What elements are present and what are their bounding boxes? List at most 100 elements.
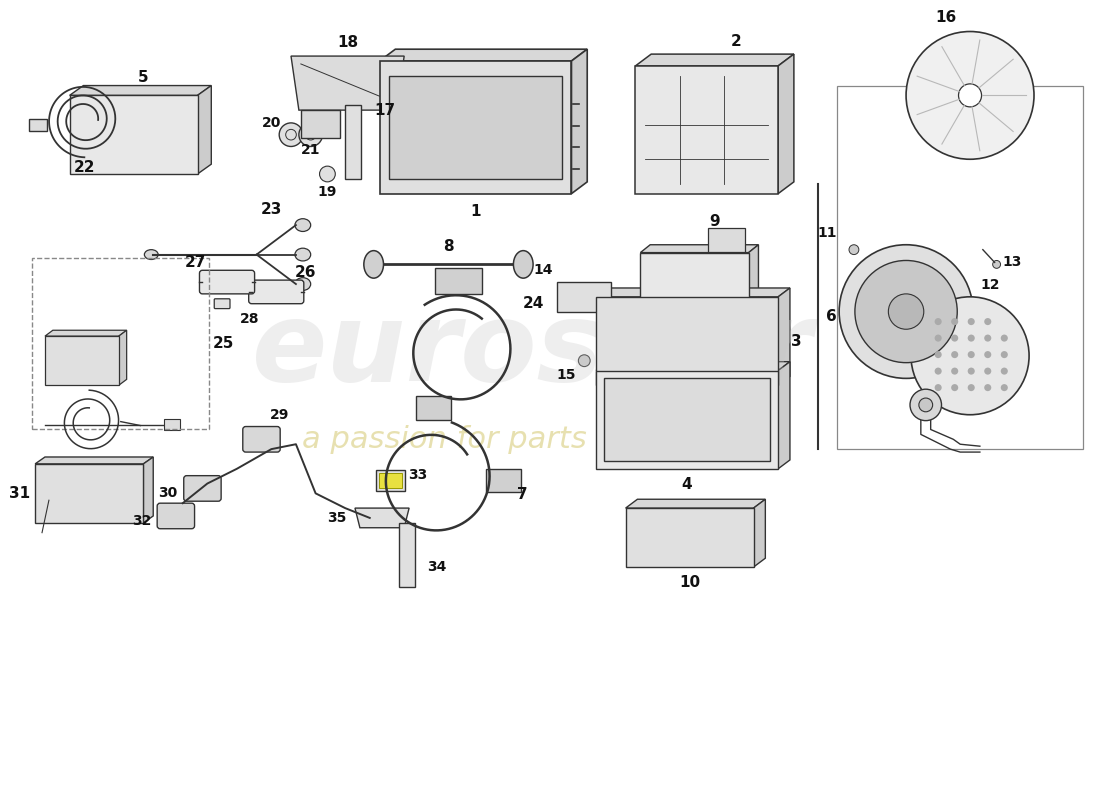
Circle shape xyxy=(984,384,991,391)
Text: 3: 3 xyxy=(791,334,801,349)
Polygon shape xyxy=(143,457,153,523)
Circle shape xyxy=(646,310,708,373)
Bar xyxy=(379,61,572,194)
Text: 20: 20 xyxy=(262,116,280,130)
Text: 16: 16 xyxy=(935,10,956,26)
Polygon shape xyxy=(596,288,790,297)
Text: 30: 30 xyxy=(158,486,177,500)
Text: 17: 17 xyxy=(374,102,395,118)
Bar xyxy=(69,95,198,174)
Bar xyxy=(837,86,1084,449)
Text: 1: 1 xyxy=(471,204,481,219)
Bar xyxy=(399,523,415,586)
Text: 31: 31 xyxy=(9,486,30,501)
FancyBboxPatch shape xyxy=(30,119,47,130)
Polygon shape xyxy=(636,54,794,66)
FancyBboxPatch shape xyxy=(118,91,133,103)
Polygon shape xyxy=(778,288,790,386)
Circle shape xyxy=(952,334,958,342)
Circle shape xyxy=(1001,334,1008,342)
Text: 22: 22 xyxy=(74,160,95,174)
Bar xyxy=(300,110,340,138)
Polygon shape xyxy=(292,56,404,110)
Circle shape xyxy=(992,261,1001,268)
Circle shape xyxy=(952,351,958,358)
Text: 23: 23 xyxy=(261,202,282,217)
Circle shape xyxy=(935,367,942,374)
Text: 15: 15 xyxy=(557,369,576,382)
Circle shape xyxy=(984,318,991,325)
Bar xyxy=(378,473,403,489)
Bar xyxy=(557,282,611,311)
Circle shape xyxy=(958,84,981,107)
Ellipse shape xyxy=(364,250,384,278)
Text: 19: 19 xyxy=(318,185,337,198)
Bar xyxy=(596,297,778,386)
Text: 13: 13 xyxy=(1003,255,1022,270)
Polygon shape xyxy=(596,362,790,370)
Bar xyxy=(35,464,143,523)
Circle shape xyxy=(319,166,336,182)
Circle shape xyxy=(984,334,991,342)
Bar xyxy=(596,370,778,469)
FancyBboxPatch shape xyxy=(708,228,745,252)
FancyBboxPatch shape xyxy=(184,476,221,502)
Ellipse shape xyxy=(144,250,158,259)
Bar xyxy=(626,508,754,567)
Polygon shape xyxy=(778,362,790,469)
Circle shape xyxy=(1001,351,1008,358)
Circle shape xyxy=(935,318,942,325)
Polygon shape xyxy=(355,508,409,528)
Circle shape xyxy=(968,384,975,391)
Text: 24: 24 xyxy=(522,296,543,311)
Circle shape xyxy=(968,367,975,374)
Bar xyxy=(45,336,119,386)
Polygon shape xyxy=(45,330,126,336)
Text: 33: 33 xyxy=(408,468,428,482)
Circle shape xyxy=(952,367,958,374)
Polygon shape xyxy=(69,86,211,95)
Bar xyxy=(375,470,405,491)
Ellipse shape xyxy=(295,278,310,290)
Text: 10: 10 xyxy=(679,575,700,590)
Text: 27: 27 xyxy=(185,255,206,270)
FancyBboxPatch shape xyxy=(157,503,195,529)
Bar xyxy=(636,66,778,194)
Bar xyxy=(345,106,361,179)
FancyBboxPatch shape xyxy=(249,280,304,304)
Text: 2: 2 xyxy=(730,34,741,49)
FancyBboxPatch shape xyxy=(416,396,451,420)
Text: 18: 18 xyxy=(337,35,359,50)
Circle shape xyxy=(952,318,958,325)
FancyBboxPatch shape xyxy=(164,418,179,430)
Text: 5: 5 xyxy=(139,70,148,85)
Ellipse shape xyxy=(514,250,534,278)
Polygon shape xyxy=(626,499,766,508)
Circle shape xyxy=(935,334,942,342)
Polygon shape xyxy=(379,49,587,61)
Text: 11: 11 xyxy=(817,226,837,240)
Circle shape xyxy=(910,389,942,421)
Text: 28: 28 xyxy=(240,313,260,326)
Circle shape xyxy=(279,123,302,146)
Circle shape xyxy=(1001,367,1008,374)
Circle shape xyxy=(579,354,591,366)
Circle shape xyxy=(81,142,97,158)
Polygon shape xyxy=(119,330,126,386)
FancyBboxPatch shape xyxy=(214,298,230,309)
Bar xyxy=(604,378,770,461)
Text: 8: 8 xyxy=(443,239,454,254)
Text: 14: 14 xyxy=(534,263,552,278)
Circle shape xyxy=(849,245,859,254)
Text: 21: 21 xyxy=(301,143,320,158)
Circle shape xyxy=(952,384,958,391)
Bar xyxy=(389,76,562,179)
Circle shape xyxy=(968,351,975,358)
FancyBboxPatch shape xyxy=(434,268,482,294)
Circle shape xyxy=(1001,384,1008,391)
Text: 29: 29 xyxy=(270,408,289,422)
Circle shape xyxy=(889,294,924,330)
Circle shape xyxy=(839,245,974,378)
Circle shape xyxy=(968,334,975,342)
FancyBboxPatch shape xyxy=(486,469,521,492)
